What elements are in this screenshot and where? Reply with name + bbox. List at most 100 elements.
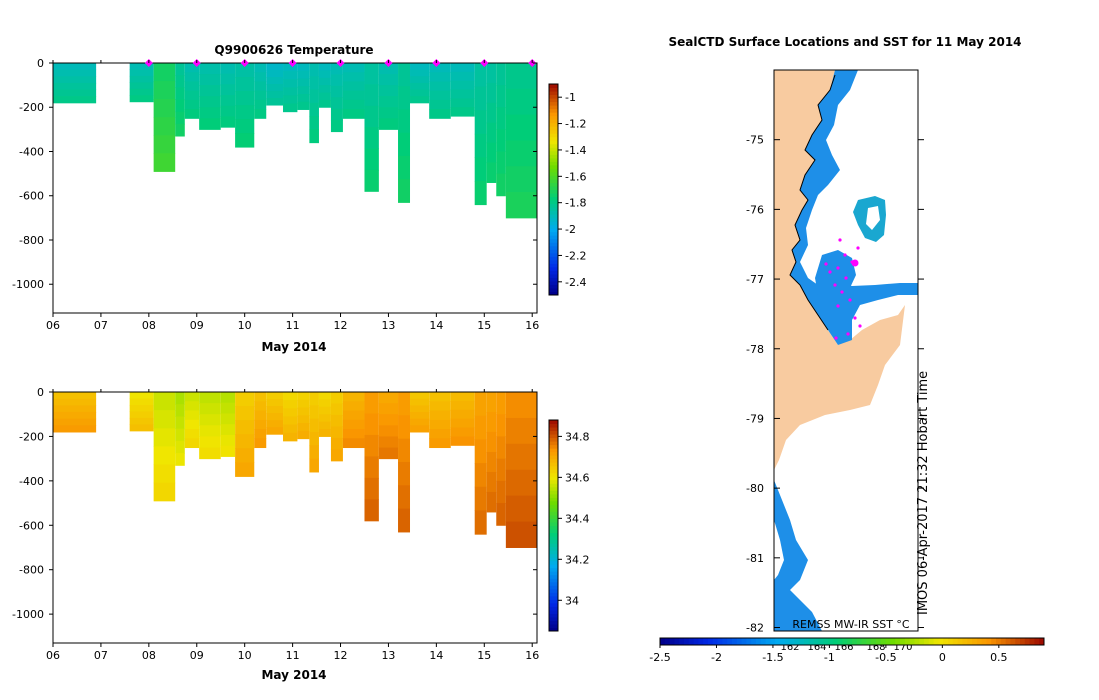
profile-cell <box>342 429 365 439</box>
colorbar-segment <box>549 189 558 194</box>
colorbar-segment <box>549 427 558 432</box>
colorbar-segment <box>549 154 558 159</box>
sst-colorbar-segment <box>933 638 939 645</box>
profile-cell <box>254 410 267 421</box>
colorbar-segment <box>549 270 558 275</box>
colorbar-segment <box>549 182 558 187</box>
profile-cell <box>235 420 255 435</box>
colorbar-segment <box>549 143 558 148</box>
colorbar-segment <box>549 557 558 562</box>
colorbar-segment <box>549 465 558 470</box>
map-longitude-labels: 162 164 166 168 170 <box>780 642 912 653</box>
profile-cell <box>474 110 487 135</box>
sst-colorbar-tick-label: -1 <box>824 651 835 664</box>
colorbar-segment <box>549 602 558 607</box>
colorbar-segment <box>549 200 558 205</box>
profile-cell <box>220 84 236 96</box>
profile-cell <box>129 424 154 432</box>
profile-cell <box>410 398 430 406</box>
profile-cell <box>496 414 506 437</box>
profile-cell <box>53 405 97 413</box>
colorbar-segment <box>549 476 558 481</box>
salinity-x-label: May 2014 <box>261 668 326 682</box>
profile-cell <box>318 77 331 86</box>
sst-colorbar-segment <box>679 638 685 645</box>
y-tick-label: -1000 <box>12 278 44 291</box>
profile-cell <box>474 439 487 464</box>
southern-land-gap <box>774 520 784 580</box>
x-tick-label: 13 <box>381 649 395 662</box>
profile-cell <box>450 427 475 437</box>
profile-cell <box>184 438 200 449</box>
profile-cell <box>175 416 185 430</box>
colorbar-tick-label: -2.4 <box>565 276 586 289</box>
colorbar-tick-label: 34.8 <box>565 430 590 443</box>
profile-cell <box>220 63 236 75</box>
profile-cell <box>450 400 475 411</box>
profile-cell <box>450 71 475 82</box>
seal-ctd-point <box>828 270 832 274</box>
temperature-y-axis: 0 -200 -400 -600 -800 -1000 <box>12 57 537 291</box>
profile-cell <box>496 392 506 415</box>
colorbar-segment <box>549 532 558 537</box>
profile-cell <box>429 438 451 449</box>
x-tick-label: 16 <box>525 319 539 332</box>
x-tick-label: 07 <box>94 319 108 332</box>
profile-cell <box>254 72 267 82</box>
colorbar-tick-label: -1.6 <box>565 170 586 183</box>
profile-cell <box>496 503 506 526</box>
profile-cell <box>486 82 497 104</box>
profile-cell <box>153 153 176 172</box>
y-tick-label: -200 <box>19 101 44 114</box>
colorbar-segment <box>549 101 558 106</box>
profile-cell <box>398 461 411 486</box>
colorbar-segment <box>549 599 558 604</box>
sst-colorbar-segment <box>1000 638 1007 645</box>
profile-cell <box>496 151 506 175</box>
colorbar-segment <box>549 266 558 271</box>
sst-colorbar-segment <box>876 638 882 645</box>
profile-cell <box>220 402 236 414</box>
profile-cell <box>254 401 267 412</box>
profile-cell <box>283 416 298 426</box>
colorbar-segment <box>549 571 558 576</box>
salinity-plot-frame <box>52 391 538 644</box>
colorbar-segment <box>549 529 558 534</box>
profile-cell <box>129 392 154 399</box>
sst-colorbar-segment <box>943 638 949 645</box>
profile-cell <box>199 425 221 437</box>
sst-colorbar-tick-label: -2.5 <box>649 651 670 664</box>
colorbar-segment <box>549 609 558 614</box>
land-area <box>774 70 905 470</box>
colorbar-segment <box>549 178 558 183</box>
colorbar-segment <box>549 469 558 474</box>
profile-cell <box>378 118 399 130</box>
profile-cell <box>342 63 365 73</box>
sst-colorbar-segment <box>924 638 930 645</box>
profile-cell <box>309 405 319 420</box>
profile-cell <box>153 99 176 118</box>
profile-cell <box>235 77 255 92</box>
sst-colorbar-segment <box>856 638 863 645</box>
profile-cell <box>199 414 221 426</box>
colorbar-tick-label: -1 <box>565 91 576 104</box>
profile-cell <box>235 119 255 134</box>
colorbar-segment <box>549 521 558 526</box>
profile-cell <box>429 392 451 402</box>
profile-cell <box>486 122 497 144</box>
profile-cell <box>342 109 365 119</box>
profile-cell <box>505 469 537 497</box>
profile-cell <box>53 411 97 420</box>
offshore-sst-patch-inner <box>866 206 880 230</box>
profile-cell <box>129 88 154 96</box>
profile-cell <box>220 73 236 85</box>
profile-cell <box>318 99 331 108</box>
sst-colorbar-segment <box>996 638 1002 645</box>
seal-ctd-point <box>834 336 838 340</box>
x-tick-label: 12 <box>334 649 348 662</box>
profile-cell <box>410 405 430 413</box>
profile-cell <box>486 411 497 433</box>
colorbar-segment <box>549 91 558 96</box>
profile-cell <box>129 411 154 419</box>
profile-cell <box>318 92 331 101</box>
